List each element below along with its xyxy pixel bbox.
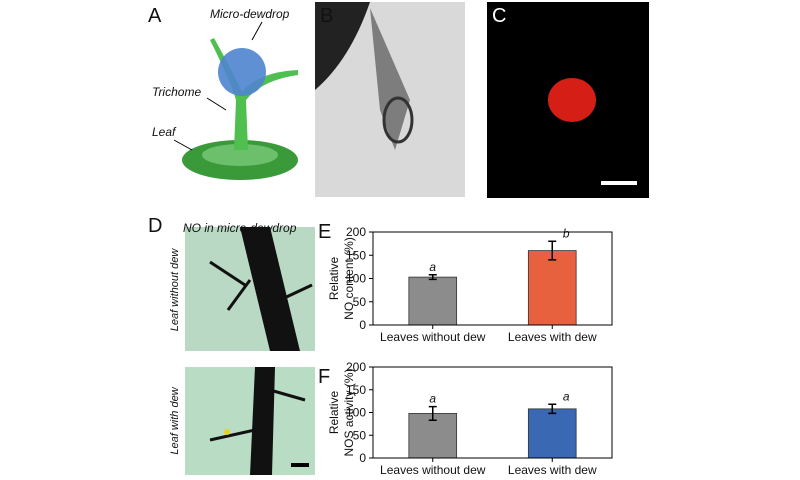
- panel-label: C: [492, 5, 506, 27]
- annotation: Leaf without dew: [169, 248, 181, 332]
- bar: [408, 276, 458, 326]
- stem-d2: [250, 367, 275, 475]
- panel-label: F: [318, 366, 330, 388]
- plot-frame: [372, 366, 613, 459]
- panel-label: E: [318, 221, 331, 243]
- panel-label: D: [148, 215, 162, 237]
- y-tick-label: 200: [346, 360, 366, 374]
- scale-bar: [601, 181, 637, 185]
- significance-letter: a: [429, 260, 436, 274]
- y-tick-label: 50: [353, 295, 367, 309]
- trichome-shape: [210, 38, 298, 150]
- bar: [527, 408, 577, 459]
- stem-d1: [240, 227, 300, 351]
- y-tick-label: 150: [346, 248, 366, 262]
- significance-letter: b: [563, 226, 570, 240]
- x-tick-label: Leaves without dew: [380, 463, 486, 477]
- annotation: Leaf with dew: [169, 386, 181, 454]
- arrow: [173, 139, 193, 151]
- arrow: [251, 21, 263, 41]
- panel-label: A: [148, 5, 162, 27]
- panel-label: B: [320, 5, 333, 27]
- plot-frame: [372, 231, 613, 326]
- annotation: NO in micro-dewdrop: [183, 221, 297, 235]
- y-tick-label: 100: [346, 406, 366, 420]
- drop-d2: [224, 429, 230, 435]
- annotation: Micro-dewdrop: [210, 7, 290, 21]
- y-axis-label: Relative: [327, 257, 341, 301]
- y-tick-label: 0: [359, 318, 366, 332]
- leaf-ring: [202, 144, 278, 166]
- y-axis-label: NOS activity (%): [342, 368, 356, 456]
- trichome-d2: [209, 388, 306, 442]
- error-bar: [428, 274, 437, 281]
- y-tick-label: 50: [353, 428, 367, 442]
- error-bar: [548, 403, 557, 415]
- trichome-b: [370, 8, 410, 150]
- error-bar: [428, 405, 437, 421]
- y-tick-label: 100: [346, 272, 366, 286]
- arrow: [206, 97, 227, 111]
- x-tick-label: Leaves without dew: [380, 330, 486, 344]
- dewdrop-shape: [218, 48, 266, 96]
- significance-letter: a: [563, 389, 570, 403]
- y-tick-label: 150: [346, 383, 366, 397]
- micrograph-d2: [185, 367, 315, 475]
- y-axis-label: NO content (%): [342, 237, 356, 320]
- annotation: Trichome: [152, 85, 201, 99]
- fluorescence: [548, 78, 596, 122]
- scale-bar: [291, 463, 309, 467]
- trichome-d1: [209, 260, 313, 311]
- annotation: Leaf: [152, 125, 177, 139]
- x-tick-label: Leaves with dew: [508, 330, 597, 344]
- y-tick-label: 0: [359, 451, 366, 465]
- y-tick-label: 200: [346, 225, 366, 239]
- error-bar: [548, 240, 557, 261]
- drop-b: [382, 96, 414, 144]
- bar: [527, 250, 577, 326]
- micrograph-shadow: [315, 2, 370, 90]
- significance-letter: a: [429, 392, 436, 406]
- x-tick-label: Leaves with dew: [508, 463, 597, 477]
- y-axis-label: Relative: [327, 391, 341, 435]
